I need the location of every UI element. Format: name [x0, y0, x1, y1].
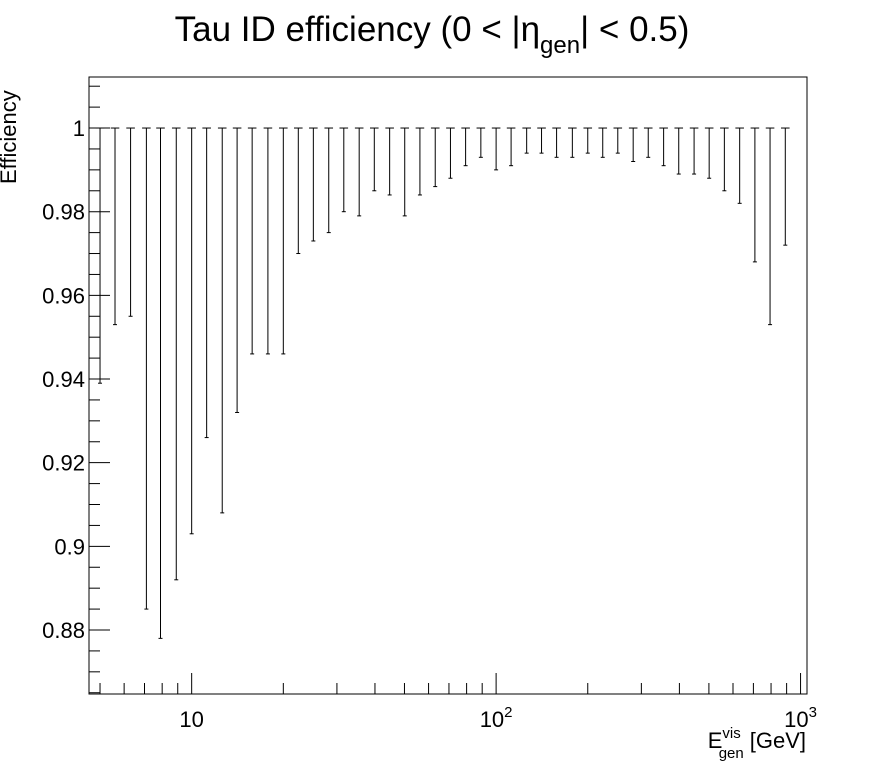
y-tick-label: 0.96 — [42, 283, 85, 308]
data-point — [339, 127, 349, 213]
data-point — [461, 127, 470, 167]
data-point — [643, 127, 653, 158]
data-point — [279, 127, 288, 355]
data-point — [293, 127, 303, 255]
data-point — [598, 127, 608, 158]
plot-frame — [88, 76, 808, 695]
chart-title: Tau ID efficiency (0 < |ηgen| < 0.5) — [175, 10, 690, 59]
data-point — [232, 127, 242, 413]
x-tick-label: 10 — [179, 707, 203, 732]
data-point — [674, 127, 684, 175]
data-point — [400, 127, 410, 217]
data-point — [171, 127, 181, 581]
data-point — [369, 127, 379, 192]
data-point — [156, 127, 165, 639]
data-point — [446, 127, 455, 179]
data-point — [354, 127, 364, 217]
x-axis-title: Evis gen [GeV] — [708, 725, 806, 762]
x-axis-title-sup: vis — [722, 725, 740, 742]
data-point — [765, 127, 775, 326]
data-points — [95, 127, 790, 639]
data-point — [522, 127, 531, 154]
y-tick-label: 0.88 — [42, 618, 85, 643]
data-point — [689, 127, 699, 175]
chart-title-suffix: | < 0.5) — [580, 10, 689, 49]
data-point — [583, 127, 593, 154]
y-tick-label: 0.98 — [42, 200, 85, 225]
data-point — [187, 127, 196, 535]
data-point — [476, 127, 486, 158]
data-point — [430, 127, 440, 188]
y-tick-label: 1 — [73, 116, 85, 141]
y-axis-title: Efficiency — [0, 90, 21, 184]
data-point — [750, 127, 760, 263]
x-axis-title-base: E — [708, 728, 723, 753]
x-axis-title-unit: [GeV] — [750, 728, 806, 753]
data-point — [568, 127, 577, 158]
data-point — [202, 127, 211, 439]
data-point — [491, 127, 501, 171]
data-point — [324, 127, 334, 234]
data-point — [659, 127, 668, 167]
data-point — [126, 127, 135, 317]
data-point — [537, 127, 546, 154]
data-point — [415, 127, 425, 196]
chart-title-eta: η — [521, 10, 540, 49]
data-point — [309, 127, 318, 242]
data-point — [780, 127, 790, 246]
data-point — [110, 127, 120, 326]
data-point — [704, 127, 714, 179]
data-point — [552, 127, 561, 158]
chart-title-prefix: Tau ID efficiency (0 < | — [175, 10, 521, 49]
data-point — [735, 127, 744, 204]
x-axis-title-sub: gen — [719, 745, 744, 762]
data-point — [217, 127, 227, 514]
data-point — [506, 127, 516, 167]
y-tick-label: 0.9 — [54, 534, 85, 559]
data-point — [613, 127, 623, 154]
data-point — [628, 127, 638, 162]
data-point — [95, 127, 105, 384]
y-tick-label: 0.92 — [42, 451, 85, 476]
y-tick-label: 0.94 — [42, 367, 85, 392]
x-tick-label: 102 — [480, 704, 513, 732]
data-point — [142, 127, 151, 610]
data-point — [263, 127, 273, 355]
data-point — [385, 127, 394, 196]
data-point — [720, 127, 729, 192]
chart-title-subscript: gen — [540, 32, 580, 59]
x-axis: 10 102 103 — [99, 673, 817, 732]
x-tick-label: 103 — [784, 704, 817, 732]
y-axis: 0.88 0.9 0.92 0.94 0.96 0.98 1 — [42, 85, 110, 694]
data-point — [247, 127, 257, 355]
